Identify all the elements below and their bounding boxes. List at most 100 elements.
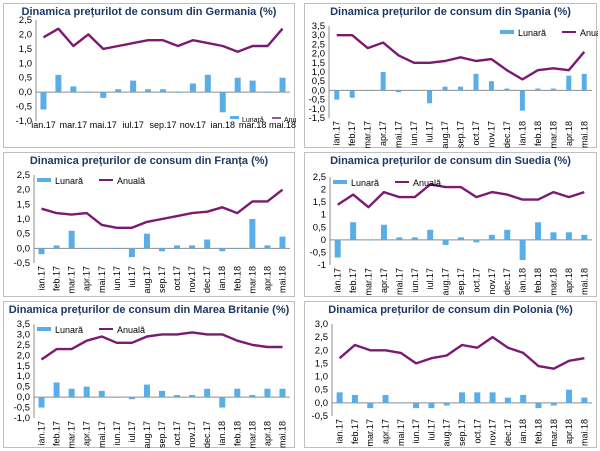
x-tick-label: dec.17 — [202, 421, 212, 448]
bar-monthly — [98, 248, 105, 249]
y-tick-label: 1,0 — [315, 372, 328, 383]
x-tick-label: nov.17 — [486, 121, 496, 147]
y-tick-label: 2,0 — [19, 29, 32, 40]
x-tick-label: iun.17 — [112, 266, 122, 291]
bar-monthly — [98, 390, 105, 398]
y-tick-label: 2,5 — [313, 172, 326, 183]
x-tick-label: aug.17 — [441, 268, 451, 296]
x-tick-label: apr.18 — [262, 421, 272, 446]
bar-monthly — [458, 237, 464, 240]
bar-monthly — [442, 239, 449, 245]
x-tick-label: feb.18 — [232, 266, 242, 291]
x-tick-label: mai.18 — [579, 419, 589, 446]
bar-monthly — [53, 245, 60, 249]
x-tick-label: ian.17 — [37, 421, 47, 446]
y-tick-label: 1,5 — [17, 361, 30, 372]
bar-monthly — [85, 92, 92, 93]
x-tick-label: dec.17 — [502, 121, 512, 148]
x-tick-label: sep.17 — [456, 268, 466, 295]
x-tick-label: nov.17 — [488, 419, 498, 445]
bar-monthly — [159, 248, 165, 252]
bar-monthly — [535, 222, 542, 240]
y-tick-label: -0,5 — [312, 411, 328, 422]
y-tick-label: -1,0 — [16, 116, 32, 127]
x-tick-label: nov.17 — [187, 421, 197, 447]
x-tick-label: mar.18 — [247, 421, 257, 449]
x-tick-label: mar.18 — [548, 268, 558, 296]
x-tick-label: mar.18 — [247, 266, 257, 294]
y-tick-label: -1,5 — [309, 113, 325, 124]
bar-monthly — [279, 236, 286, 249]
chart-title: Dinamica prețurilor de consum din Franța… — [29, 155, 269, 167]
x-tick-label: oct.17 — [172, 421, 182, 446]
x-tick-label: iul.17 — [127, 421, 137, 443]
y-tick-label: 3,5 — [17, 319, 30, 330]
bar-monthly — [443, 402, 450, 406]
bar-monthly — [336, 392, 343, 403]
y-tick-label: 3,0 — [312, 30, 325, 41]
chart-title: Dinamica prețurilor de consum din Poloni… — [328, 304, 573, 316]
x-tick-label: iul.17 — [122, 120, 144, 130]
bar-monthly — [411, 90, 417, 91]
chart-panel-marea-britanie: Dinamica prețurilor de consum din Marea … — [3, 301, 295, 449]
legend-label-annual: Anuală — [413, 178, 441, 188]
bar-monthly — [489, 392, 496, 403]
bar-monthly — [566, 389, 573, 403]
bar-monthly — [581, 73, 587, 91]
bar-monthly — [174, 245, 181, 249]
x-tick-label: apr.17 — [381, 419, 391, 444]
bar-monthly — [189, 83, 196, 93]
bar-monthly — [365, 90, 371, 91]
legend-swatch-monthly — [37, 327, 51, 331]
chart-panel-franta: Dinamica prețurilor de consum din Franța… — [3, 152, 295, 297]
legend-swatch-monthly — [500, 30, 514, 34]
x-tick-label: feb.18 — [232, 421, 242, 446]
x-tick-label: sep.17 — [157, 421, 167, 448]
bar-monthly — [130, 80, 137, 93]
bar-monthly — [396, 237, 403, 240]
x-tick-label: feb.18 — [533, 268, 543, 293]
bar-monthly — [249, 80, 256, 93]
bar-monthly — [427, 90, 433, 104]
x-tick-label: ian.18 — [210, 120, 235, 130]
bar-monthly — [382, 394, 389, 403]
bar-monthly — [504, 397, 511, 403]
bar-monthly — [488, 234, 495, 240]
y-tick-label: 0,5 — [17, 382, 30, 393]
x-tick-label: mar.18 — [549, 419, 559, 447]
x-tick-label: apr.17 — [82, 266, 92, 291]
chart-panel-suedia: Dinamica prețurilor de consum din Suedia… — [304, 152, 597, 297]
bar-monthly — [128, 397, 135, 400]
x-tick-label: dec.17 — [503, 419, 513, 446]
x-tick-label: feb.17 — [52, 266, 62, 291]
x-tick-label: oct.17 — [172, 266, 182, 291]
bar-monthly — [204, 388, 211, 398]
bar-monthly — [219, 92, 226, 113]
bar-monthly — [264, 388, 271, 398]
bar-monthly — [550, 232, 557, 240]
bar-monthly — [519, 90, 525, 111]
bar-monthly — [365, 239, 372, 241]
bar-monthly — [128, 248, 135, 258]
x-tick-label: iun.17 — [411, 419, 421, 444]
bar-monthly — [53, 382, 60, 398]
bar-monthly — [473, 239, 480, 243]
x-tick-label: nov.17 — [487, 268, 497, 294]
y-tick-label: 2,0 — [17, 350, 30, 361]
chart-title: Dinamica prețurilot de consum din German… — [21, 6, 277, 18]
y-tick-label: -1,0 — [14, 413, 30, 424]
bar-monthly — [279, 388, 286, 398]
bar-monthly — [380, 72, 386, 91]
bar-monthly — [428, 402, 435, 409]
y-tick-label: 0,5 — [312, 76, 325, 87]
x-tick-label: mar.17 — [363, 121, 373, 149]
bar-monthly — [264, 245, 271, 249]
y-tick-label: 1,5 — [19, 44, 32, 55]
chart-title: Dinamica prețurilor de consum din Spania… — [330, 6, 571, 18]
bar-monthly — [219, 248, 226, 252]
bar-monthly — [70, 86, 77, 93]
x-tick-label: mar.18 — [239, 120, 267, 130]
y-tick-label: -0,5 — [14, 403, 30, 414]
y-tick-label: 1,5 — [315, 358, 328, 369]
